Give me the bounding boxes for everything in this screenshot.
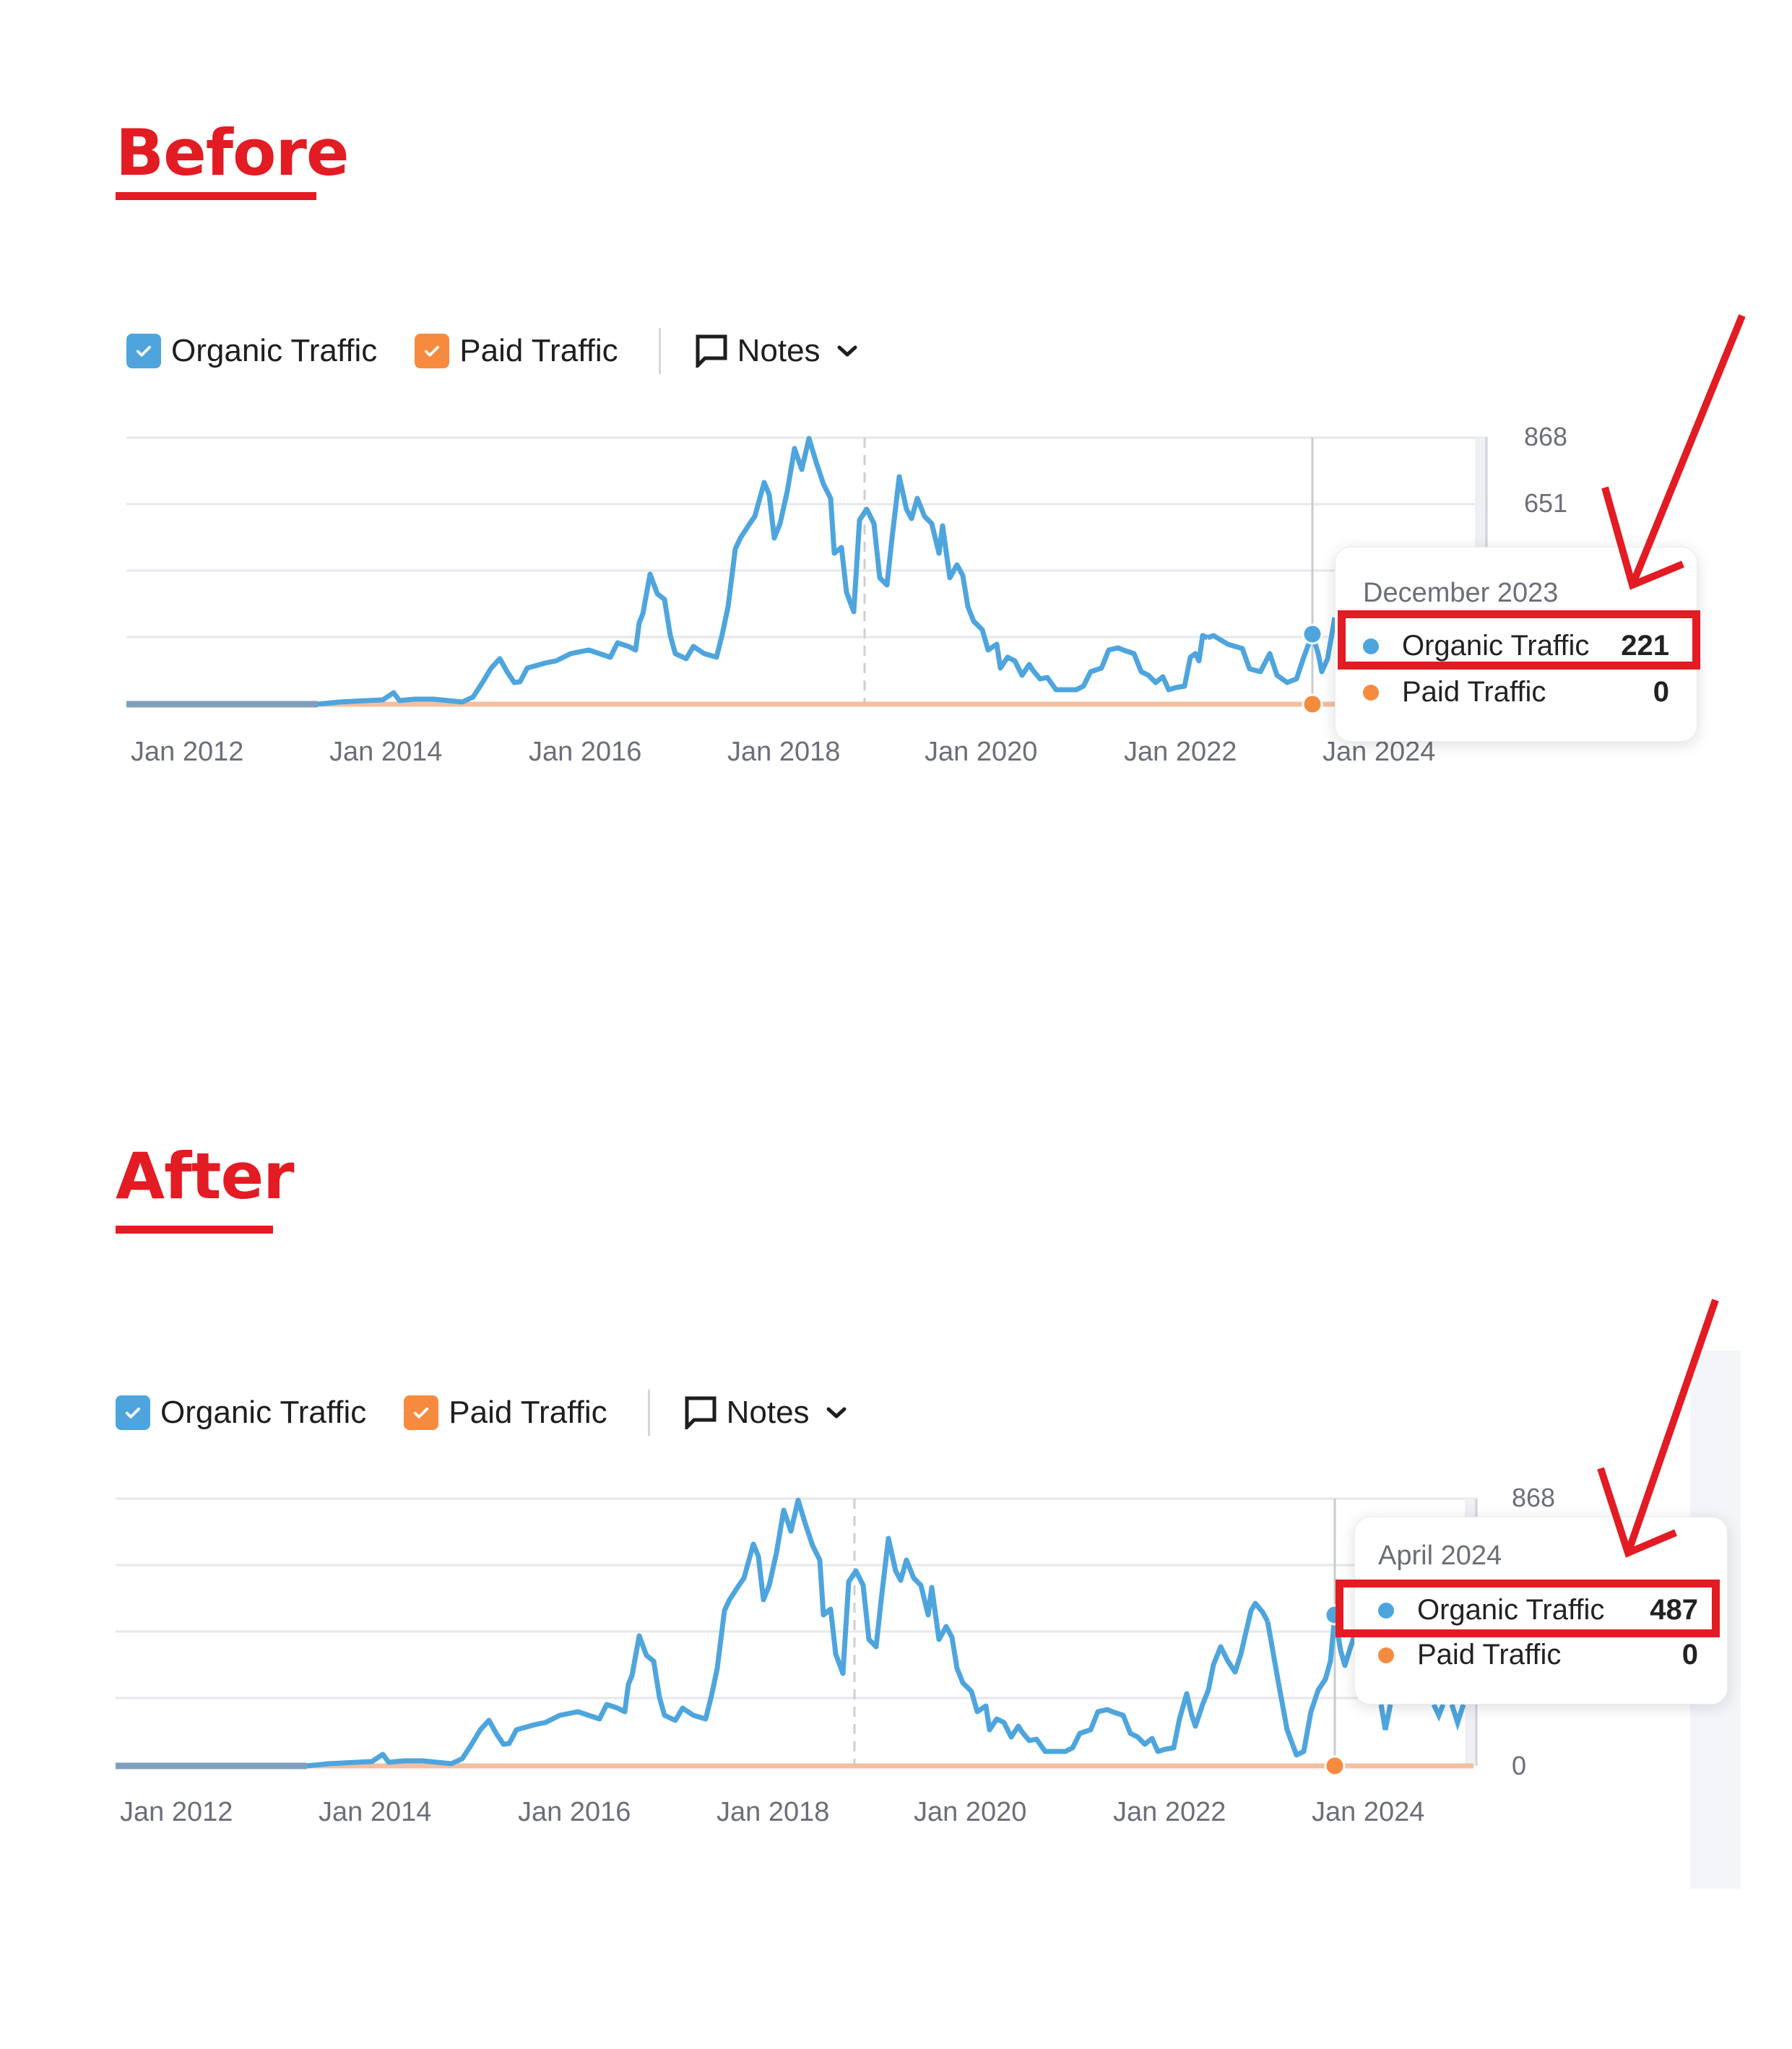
notes-comment-icon — [696, 334, 727, 368]
organic-dot-icon — [1378, 1602, 1394, 1619]
before-highlight-box — [1338, 610, 1700, 670]
organic-checkbox-icon[interactable] — [126, 334, 161, 368]
tooltip-row-organic: Organic Traffic — [1363, 630, 1589, 662]
organic-dot-icon — [1363, 638, 1379, 654]
notes-dropdown-button[interactable]: Notes — [696, 333, 858, 369]
before-y-label-651: 651 — [1524, 488, 1568, 518]
before-chart[interactable]: 868 651 Jan 2012 Jan 2014 Jan 2016 Jan 2… — [0, 0, 1792, 794]
before-title-underline — [116, 192, 316, 200]
organic-checkbox-icon[interactable] — [116, 1395, 150, 1430]
x-label: Jan 2022 — [1124, 737, 1237, 767]
tooltip-organic-value: 221 — [1621, 630, 1669, 662]
tooltip-date: December 2023 — [1363, 578, 1559, 608]
notes-label: Notes — [726, 1395, 810, 1430]
x-label: Jan 2014 — [319, 1797, 432, 1827]
tooltip-paid-value: 0 — [1681, 1639, 1698, 1671]
tooltip-organic-value: 487 — [1650, 1594, 1698, 1626]
legend-organic-traffic[interactable]: Organic Traffic — [126, 333, 377, 369]
legend-divider — [647, 1390, 650, 1436]
x-label: Jan 2020 — [925, 737, 1038, 767]
after-title: After — [116, 1139, 295, 1213]
after-y-label-0: 0 — [1512, 1751, 1527, 1780]
tooltip-organic-label: Organic Traffic — [1417, 1594, 1605, 1626]
tooltip-row-paid: Paid Traffic — [1363, 676, 1546, 709]
legend-organic-traffic[interactable]: Organic Traffic — [116, 1395, 366, 1431]
notes-label: Notes — [737, 333, 821, 368]
tooltip-paid-value: 0 — [1653, 676, 1669, 708]
x-label: Jan 2020 — [914, 1797, 1027, 1827]
before-legend: Organic Traffic Paid Traffic Notes — [126, 328, 858, 374]
organic-label: Organic Traffic — [171, 333, 378, 368]
paid-dot-icon — [1378, 1647, 1394, 1663]
paid-label: Paid Traffic — [449, 1395, 607, 1430]
paid-dot-icon — [1363, 684, 1379, 701]
x-label: Jan 2022 — [1113, 1797, 1226, 1827]
x-label: Jan 2024 — [1323, 737, 1436, 767]
x-label: Jan 2014 — [329, 737, 443, 767]
before-title: Before — [116, 116, 350, 190]
organic-label: Organic Traffic — [160, 1395, 367, 1430]
after-y-label-868: 868 — [1512, 1483, 1556, 1512]
before-y-label-868: 868 — [1524, 422, 1568, 451]
tooltip-date: April 2024 — [1378, 1541, 1502, 1571]
x-label: Jan 2016 — [529, 737, 642, 767]
x-label: Jan 2018 — [717, 1797, 830, 1827]
legend-paid-traffic[interactable]: Paid Traffic — [404, 1395, 607, 1431]
tooltip-row-organic: Organic Traffic — [1378, 1594, 1604, 1626]
notes-comment-icon — [685, 1396, 717, 1429]
x-label: Jan 2024 — [1312, 1797, 1425, 1827]
x-label: Jan 2012 — [131, 737, 244, 767]
tooltip-paid-label: Paid Traffic — [1417, 1639, 1562, 1671]
after-highlight-box — [1336, 1580, 1720, 1637]
after-title-underline — [116, 1226, 273, 1234]
legend-paid-traffic[interactable]: Paid Traffic — [415, 333, 618, 369]
paid-checkbox-icon[interactable] — [415, 334, 450, 368]
paid-label: Paid Traffic — [459, 333, 618, 368]
after-legend: Organic Traffic Paid Traffic Notes — [116, 1390, 847, 1436]
legend-divider — [658, 328, 661, 374]
x-label: Jan 2018 — [727, 737, 841, 767]
tooltip-row-paid: Paid Traffic — [1378, 1639, 1561, 1671]
before-red-arrow-icon — [1601, 314, 1746, 590]
x-label: Jan 2012 — [120, 1797, 233, 1827]
paid-checkbox-icon[interactable] — [404, 1395, 439, 1430]
notes-dropdown-button[interactable]: Notes — [685, 1395, 847, 1431]
x-label: Jan 2016 — [518, 1797, 631, 1827]
chevron-down-icon — [826, 1407, 847, 1418]
before-organic-line — [317, 436, 1209, 707]
after-organic-line — [306, 1497, 1271, 1769]
chevron-down-icon — [837, 345, 857, 357]
after-tooltip: April 2024 Organic Traffic 487 Paid Traf… — [1354, 1517, 1728, 1704]
tooltip-paid-label: Paid Traffic — [1402, 676, 1546, 708]
tooltip-organic-label: Organic Traffic — [1402, 630, 1590, 662]
